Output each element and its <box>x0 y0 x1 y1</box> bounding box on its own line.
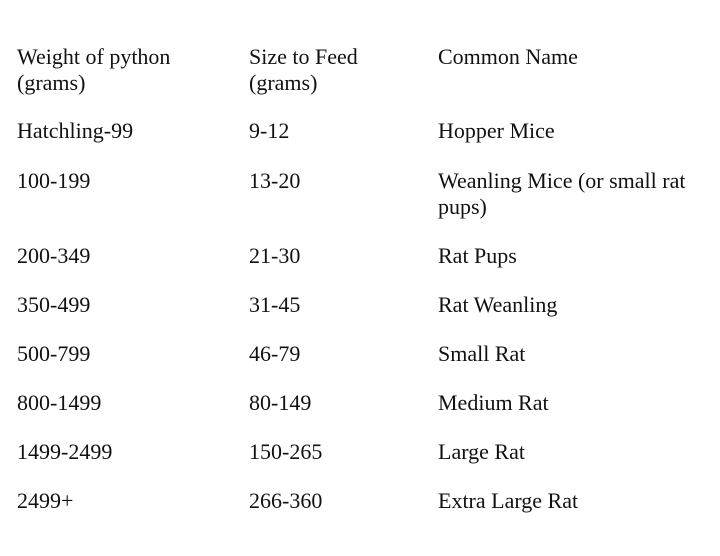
table-cell: Large Rat <box>438 439 525 464</box>
table-cell: Medium Rat <box>438 390 549 415</box>
header-cell: Common Name <box>438 44 578 69</box>
table-cell: Rat Weanling <box>438 292 558 317</box>
table-cell: 100-199 <box>17 168 91 193</box>
table-cell: 9-12 <box>249 118 290 143</box>
table-cell: Rat Pups <box>438 243 517 268</box>
table-cell: 800-1499 <box>17 390 102 415</box>
table-cell: 2499+ <box>17 488 74 513</box>
table-cell: Extra Large Rat <box>438 488 579 513</box>
table-cell: 150-265 <box>249 439 323 464</box>
table-cell: Small Rat <box>438 341 526 366</box>
header-cell: Weight of python (grams) <box>17 44 171 95</box>
header-cell: Size to Feed (grams) <box>249 44 358 95</box>
table-cell: Weanling Mice (or small rat pups) <box>438 168 686 219</box>
table-cell: 13-20 <box>249 168 301 193</box>
table-cell: 500-799 <box>17 341 91 366</box>
table-cell: 266-360 <box>249 488 323 513</box>
table-cell: Hatchling-99 <box>17 118 134 143</box>
table-cell: Hopper Mice <box>438 118 555 143</box>
table-cell: 46-79 <box>249 341 301 366</box>
table-cell: 31-45 <box>249 292 301 317</box>
table-cell: 200-349 <box>17 243 91 268</box>
table-cell: 80-149 <box>249 390 312 415</box>
table-cell: 350-499 <box>17 292 91 317</box>
table-cell: 21-30 <box>249 243 301 268</box>
table-cell: 1499-2499 <box>17 439 113 464</box>
